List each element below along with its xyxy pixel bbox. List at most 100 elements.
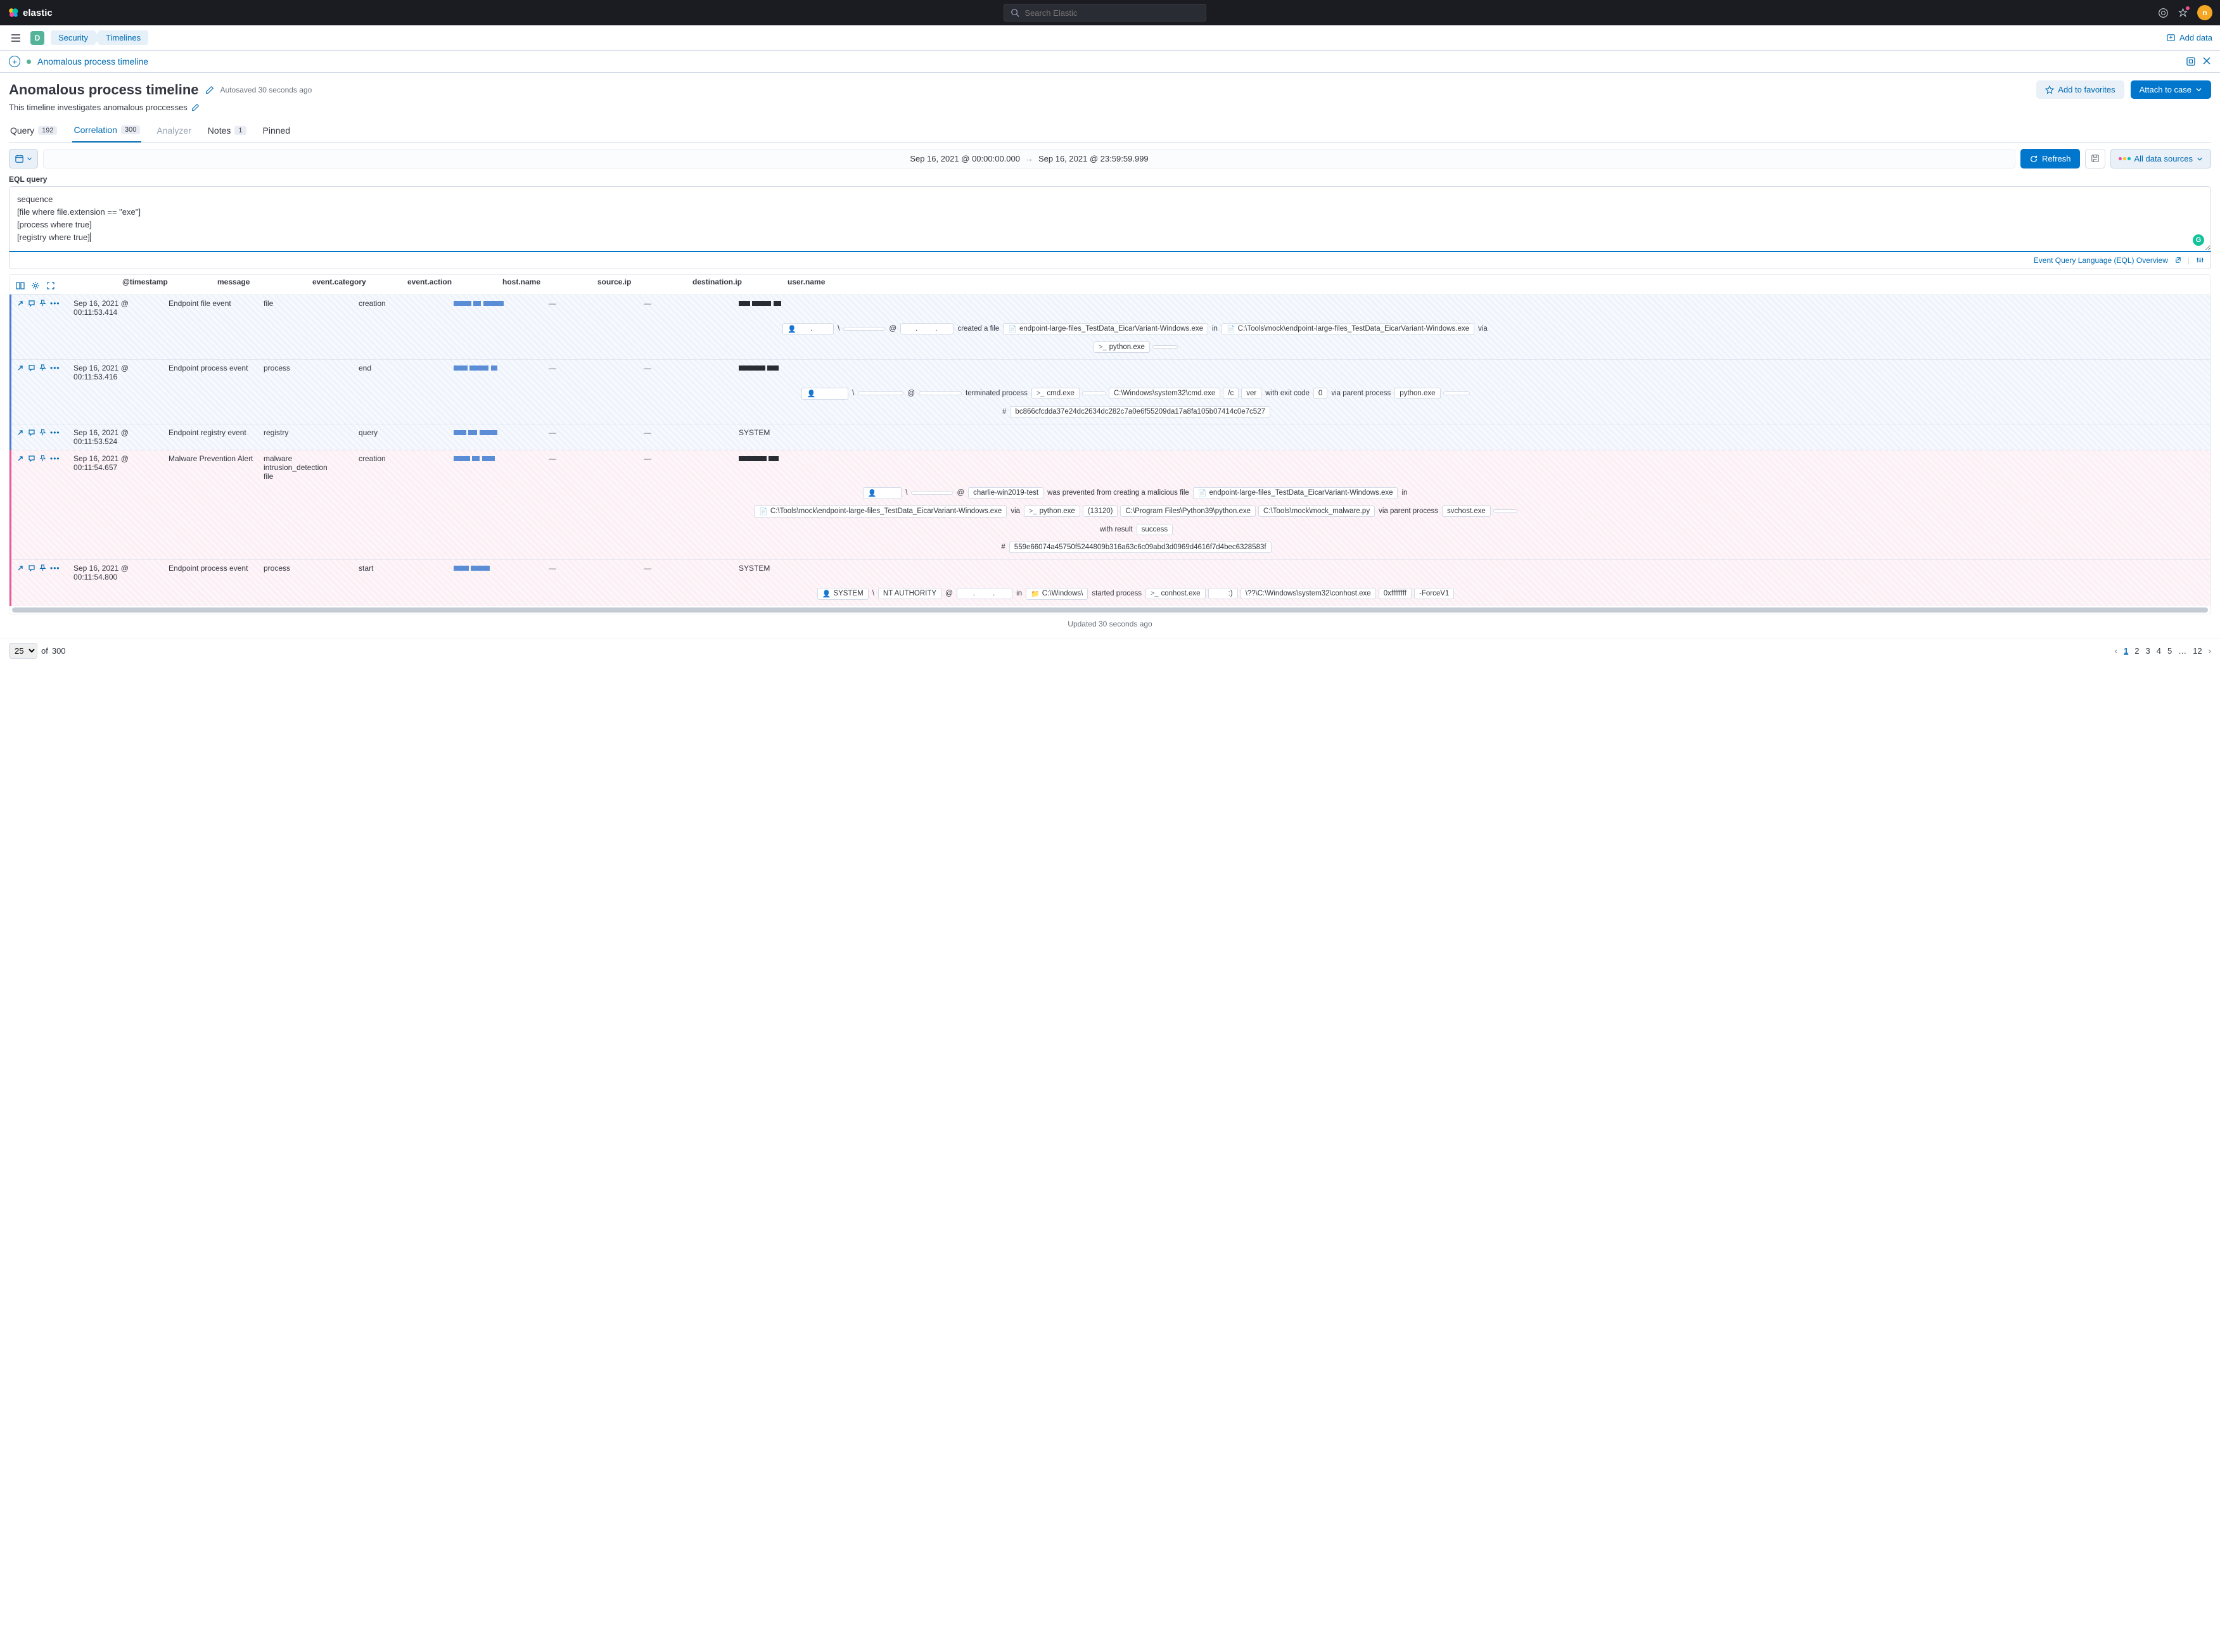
- timeline-title-link[interactable]: Anomalous process timeline: [37, 56, 148, 67]
- page-5[interactable]: 5: [2167, 646, 2172, 656]
- detail-pill[interactable]: 👤: [863, 487, 902, 499]
- comment-icon[interactable]: [28, 564, 35, 572]
- detail-pill[interactable]: (13120): [1083, 505, 1118, 517]
- detail-pill[interactable]: -ForceV1: [1414, 588, 1454, 599]
- col-username[interactable]: user.name: [788, 277, 883, 289]
- col-action[interactable]: event.action: [407, 277, 502, 289]
- detail-pill[interactable]: [1152, 345, 1178, 349]
- expand-icon[interactable]: [16, 429, 24, 436]
- detail-pill[interactable]: [858, 391, 903, 395]
- detail-pill[interactable]: [1493, 509, 1517, 513]
- detail-pill[interactable]: :): [1208, 588, 1238, 599]
- pin-icon[interactable]: [39, 564, 46, 571]
- detail-pill[interactable]: [919, 391, 962, 395]
- add-to-favorites-button[interactable]: Add to favorites: [2036, 80, 2124, 99]
- detail-pill[interactable]: 📄endpoint-large-files_TestData_EicarVari…: [1193, 487, 1398, 499]
- pin-icon[interactable]: [39, 300, 46, 307]
- detail-pill[interactable]: >_cmd.exe: [1031, 388, 1080, 399]
- col-message[interactable]: message: [217, 277, 312, 289]
- page-4[interactable]: 4: [2157, 646, 2161, 656]
- date-quick-select[interactable]: [9, 149, 38, 168]
- detail-pill[interactable]: . .: [900, 323, 954, 334]
- col-destip[interactable]: destination.ip: [692, 277, 788, 289]
- space-badge[interactable]: D: [30, 31, 44, 45]
- detail-pill[interactable]: 0: [1313, 388, 1327, 399]
- user-avatar[interactable]: n: [2197, 5, 2212, 20]
- edit-description-icon[interactable]: [191, 103, 200, 111]
- detail-pill[interactable]: bc866cfcdda37e24dc2634dc282c7a0e6f55209d…: [1010, 406, 1270, 417]
- more-icon[interactable]: •••: [50, 454, 60, 463]
- col-timestamp[interactable]: @timestamp: [122, 277, 217, 289]
- comment-icon[interactable]: [28, 455, 35, 462]
- detail-pill[interactable]: 📄C:\Tools\mock\endpoint-large-files_Test…: [754, 505, 1007, 518]
- breadcrumb-security[interactable]: Security: [51, 30, 99, 45]
- comment-icon[interactable]: [28, 300, 35, 307]
- detail-pill[interactable]: svchost.exe: [1442, 505, 1491, 517]
- more-icon[interactable]: •••: [50, 564, 60, 573]
- nav-menu-icon[interactable]: [8, 30, 24, 46]
- edit-title-icon[interactable]: [205, 86, 214, 94]
- attach-to-case-button[interactable]: Attach to case: [2131, 80, 2211, 99]
- detail-pill[interactable]: >_conhost.exe: [1145, 588, 1206, 599]
- add-data-link[interactable]: Add data: [2166, 33, 2212, 42]
- detail-pill[interactable]: C:\Program Files\Python39\python.exe: [1120, 505, 1256, 517]
- detail-pill[interactable]: [843, 327, 885, 331]
- add-timeline-icon[interactable]: +: [9, 56, 20, 67]
- comment-icon[interactable]: [28, 429, 35, 436]
- col-sourceip[interactable]: source.ip: [597, 277, 692, 289]
- page-1[interactable]: 1: [2124, 646, 2128, 656]
- detail-pill[interactable]: success: [1137, 524, 1173, 535]
- tab-pinned[interactable]: Pinned: [262, 120, 292, 142]
- comment-icon[interactable]: [28, 364, 35, 372]
- detail-pill[interactable]: 📁C:\Windows\: [1026, 588, 1088, 600]
- focus-icon[interactable]: [2186, 56, 2196, 67]
- col-category[interactable]: event.category: [312, 277, 407, 289]
- detail-pill[interactable]: python.exe: [1394, 388, 1440, 399]
- close-icon[interactable]: [2202, 56, 2211, 67]
- page-2[interactable]: 2: [2134, 646, 2139, 656]
- rows-per-page-select[interactable]: 25: [9, 643, 37, 659]
- detail-pill[interactable]: 559e66074a45750f5244809b316a63c6c09abd3d…: [1009, 542, 1272, 553]
- pin-icon[interactable]: [39, 429, 46, 436]
- page-prev[interactable]: ‹: [2115, 646, 2117, 656]
- eql-help-link[interactable]: Event Query Language (EQL) Overview: [2034, 256, 2168, 265]
- fullscreen-icon[interactable]: [45, 280, 56, 291]
- detail-pill[interactable]: C:\Windows\system32\cmd.exe: [1109, 388, 1220, 399]
- detail-pill[interactable]: 👤: [801, 388, 848, 400]
- date-range-display[interactable]: Sep 16, 2021 @ 00:00:00.000 → Sep 16, 20…: [43, 149, 2015, 168]
- more-icon[interactable]: •••: [50, 428, 60, 437]
- global-search[interactable]: [1004, 4, 1206, 22]
- detail-pill[interactable]: ver: [1241, 388, 1261, 399]
- detail-pill[interactable]: >_python.exe: [1094, 341, 1150, 353]
- tab-query[interactable]: Query 192: [9, 120, 58, 142]
- gear-icon[interactable]: [30, 280, 41, 291]
- settings-icon[interactable]: [2196, 256, 2204, 264]
- detail-pill[interactable]: 📄endpoint-large-files_TestData_EicarVari…: [1003, 323, 1208, 335]
- eql-query-input[interactable]: sequence [file where file.extension == "…: [9, 186, 2211, 252]
- expand-icon[interactable]: [16, 364, 24, 372]
- columns-icon[interactable]: [15, 280, 26, 291]
- detail-pill[interactable]: /c: [1223, 388, 1239, 399]
- tab-notes[interactable]: Notes 1: [207, 120, 248, 142]
- expand-icon[interactable]: [16, 455, 24, 462]
- detail-pill[interactable]: 0xffffffff: [1379, 588, 1412, 599]
- help-icon[interactable]: [2158, 8, 2169, 18]
- tab-analyzer[interactable]: Analyzer: [155, 120, 192, 142]
- page-last[interactable]: 12: [2193, 646, 2202, 656]
- detail-pill[interactable]: 👤 .: [782, 323, 834, 335]
- global-search-input[interactable]: [1024, 8, 1199, 18]
- detail-pill[interactable]: [911, 491, 953, 495]
- page-3[interactable]: 3: [2145, 646, 2150, 656]
- detail-pill[interactable]: [1443, 391, 1470, 395]
- detail-pill[interactable]: charlie-win2019-test: [968, 487, 1043, 499]
- detail-pill[interactable]: C:\Tools\mock\mock_malware.py: [1258, 505, 1375, 517]
- pin-icon[interactable]: [39, 455, 46, 462]
- expand-icon[interactable]: [16, 564, 24, 572]
- detail-pill[interactable]: \??\C:\Windows\system32\conhost.exe: [1241, 588, 1376, 599]
- data-sources-button[interactable]: All data sources: [2110, 149, 2212, 168]
- detail-pill[interactable]: 📄C:\Tools\mock\endpoint-large-files_Test…: [1222, 323, 1474, 335]
- col-hostname[interactable]: host.name: [502, 277, 597, 289]
- horizontal-scrollbar[interactable]: [12, 607, 2208, 613]
- more-icon[interactable]: •••: [50, 299, 60, 308]
- detail-pill[interactable]: >_python.exe: [1024, 505, 1080, 517]
